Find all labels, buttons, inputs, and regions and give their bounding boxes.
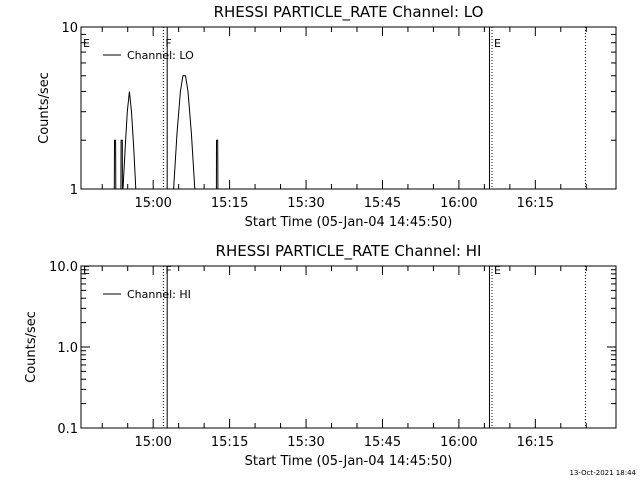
y-axis-label: Counts/sec	[24, 311, 39, 383]
series-line	[113, 75, 219, 190]
chart-title: RHESSI PARTICLE_RATE Channel: HI	[216, 242, 482, 261]
legend-label: Channel: LO	[127, 49, 194, 62]
y-tick-label: 0.1	[57, 422, 78, 437]
x-tick-label: 15:30	[287, 435, 324, 450]
x-tick-label: 15:15	[211, 196, 248, 211]
event-marker-label: E	[494, 37, 501, 50]
chart-panel-1: RHESSI PARTICLE_RATE Channel: LO 1 10 15:00…	[37, 3, 617, 230]
x-tick-label: 15:45	[364, 196, 401, 211]
event-marker-label: E	[83, 37, 90, 50]
event-marker-label: F	[165, 37, 171, 50]
event-marker-label: F	[165, 264, 171, 277]
x-tick-label: 15:45	[364, 435, 401, 450]
chart-panel-2: RHESSI PARTICLE_RATE Channel: HI 0.1 1.0 10…	[24, 242, 617, 469]
legend: Channel: LO	[103, 49, 194, 62]
legend-label: Channel: HI	[127, 288, 191, 301]
x-tick-label: 16:00	[440, 435, 477, 450]
x-axis-label: Start Time (05-Jan-04 14:45:50)	[245, 215, 453, 230]
x-tick-label: 16:00	[440, 196, 477, 211]
footer-timestamp: 13-Oct-2021 18:44	[570, 469, 637, 477]
x-tick-label: 16:15	[517, 435, 554, 450]
x-tick-label: 16:15	[517, 196, 554, 211]
y-axis-label: Counts/sec	[37, 72, 52, 144]
x-tick-label: 15:00	[134, 196, 171, 211]
x-tick-label: 15:30	[287, 196, 324, 211]
y-tick-label: 10	[61, 21, 78, 36]
chart-title: RHESSI PARTICLE_RATE Channel: LO	[214, 3, 484, 22]
x-tick-label: 15:15	[211, 435, 248, 450]
event-marker-label: E	[494, 264, 501, 277]
event-marker-label: E	[83, 264, 90, 277]
y-tick-label: 10.0	[49, 260, 78, 275]
x-tick-label: 15:00	[134, 435, 171, 450]
legend: Channel: HI	[103, 288, 191, 301]
y-tick-label: 1.0	[57, 341, 78, 356]
x-axis-label: Start Time (05-Jan-04 14:45:50)	[245, 454, 453, 469]
y-tick-label: 1	[70, 183, 78, 198]
